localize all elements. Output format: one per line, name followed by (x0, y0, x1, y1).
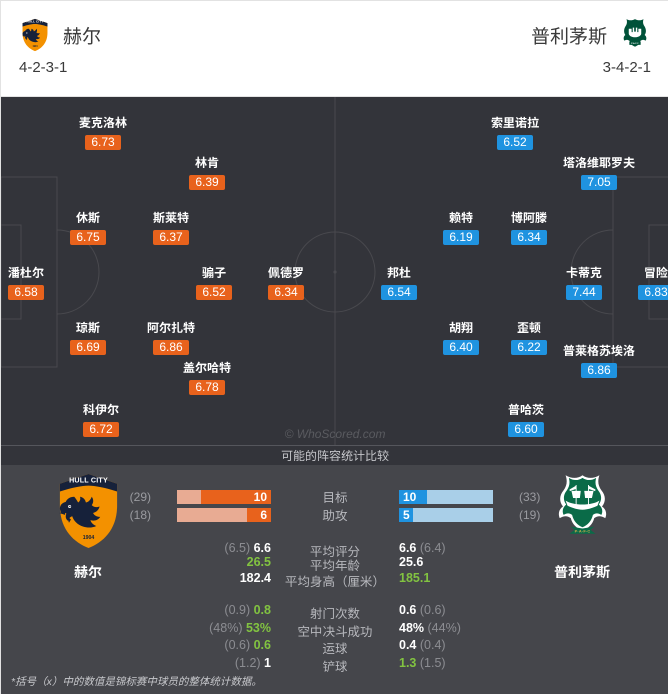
svg-text:HULL CITY: HULL CITY (69, 476, 108, 484)
svg-text:P·A·F·C: P·A·F·C (574, 529, 590, 534)
svg-text:HULL CITY: HULL CITY (27, 20, 45, 24)
